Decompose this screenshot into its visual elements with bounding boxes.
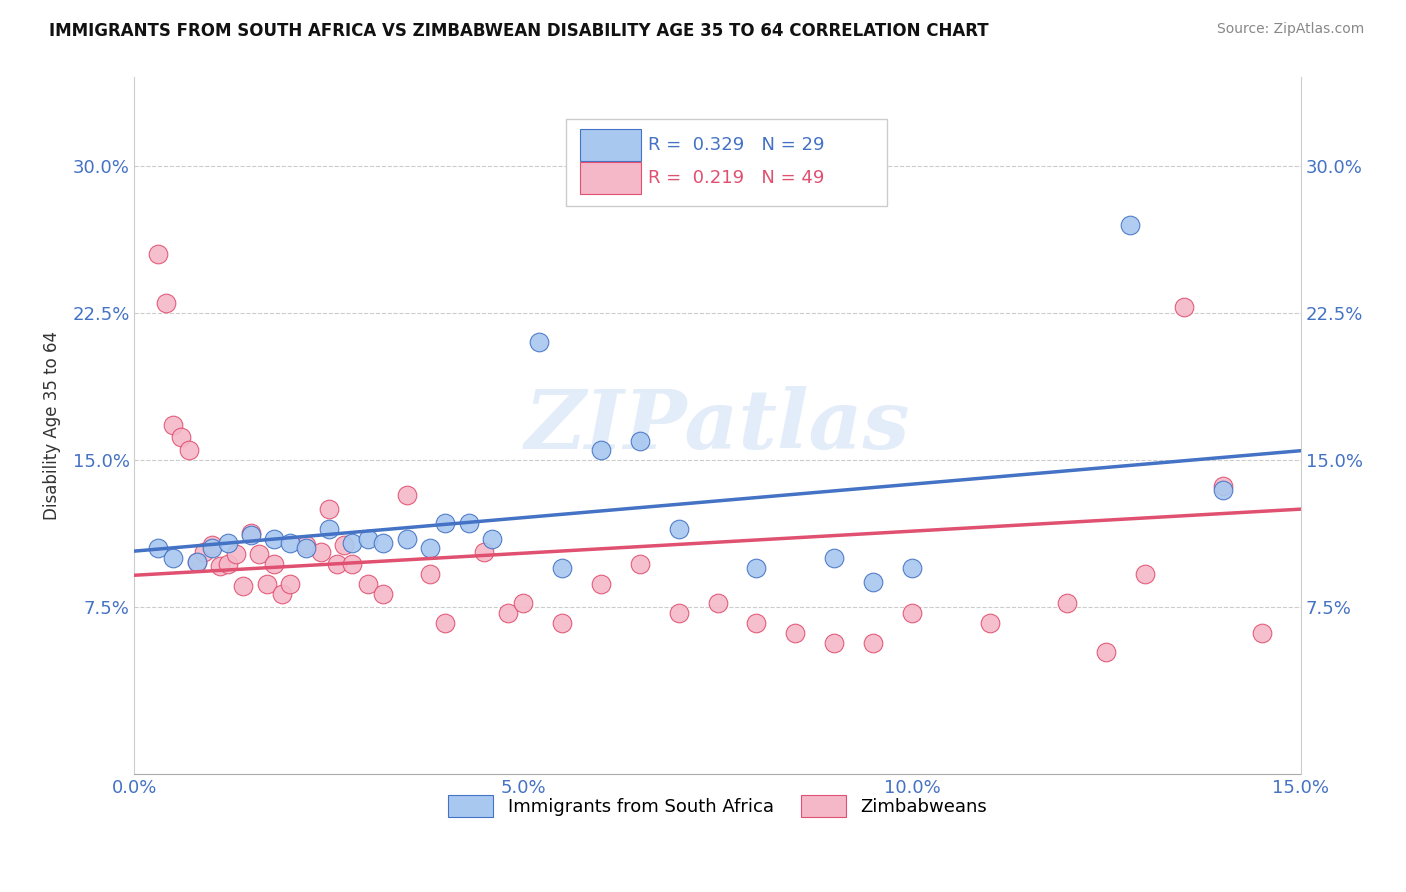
Point bbox=[395, 488, 418, 502]
Point bbox=[668, 522, 690, 536]
Point bbox=[457, 516, 479, 530]
Point bbox=[217, 557, 239, 571]
FancyBboxPatch shape bbox=[579, 161, 641, 194]
Point bbox=[745, 615, 768, 630]
Point bbox=[278, 535, 301, 549]
Point bbox=[1250, 625, 1272, 640]
Point bbox=[294, 541, 316, 556]
Point bbox=[1095, 645, 1118, 659]
Point bbox=[496, 606, 519, 620]
Point bbox=[240, 525, 263, 540]
Point bbox=[979, 615, 1001, 630]
Point bbox=[225, 547, 247, 561]
Point bbox=[1118, 218, 1140, 232]
Point bbox=[434, 516, 457, 530]
Point bbox=[1212, 478, 1234, 492]
Point bbox=[309, 545, 332, 559]
Point bbox=[745, 561, 768, 575]
Point bbox=[551, 615, 574, 630]
Point bbox=[1056, 596, 1078, 610]
Point bbox=[146, 247, 169, 261]
Text: ZIPatlas: ZIPatlas bbox=[524, 385, 910, 466]
Point bbox=[901, 561, 924, 575]
Text: IMMIGRANTS FROM SOUTH AFRICA VS ZIMBABWEAN DISABILITY AGE 35 TO 64 CORRELATION C: IMMIGRANTS FROM SOUTH AFRICA VS ZIMBABWE… bbox=[49, 22, 988, 40]
Point bbox=[170, 429, 193, 443]
Point bbox=[628, 434, 651, 448]
Point bbox=[294, 537, 316, 551]
Point bbox=[162, 417, 184, 432]
Point bbox=[785, 625, 807, 640]
FancyBboxPatch shape bbox=[579, 129, 641, 161]
Point bbox=[232, 579, 254, 593]
Point bbox=[340, 557, 363, 571]
Point bbox=[271, 586, 294, 600]
Point bbox=[551, 561, 574, 575]
Text: R =  0.329   N = 29: R = 0.329 N = 29 bbox=[648, 136, 824, 154]
Y-axis label: Disability Age 35 to 64: Disability Age 35 to 64 bbox=[44, 331, 60, 520]
Text: Source: ZipAtlas.com: Source: ZipAtlas.com bbox=[1216, 22, 1364, 37]
Point bbox=[1173, 300, 1195, 314]
Point bbox=[201, 541, 224, 556]
Point bbox=[419, 566, 441, 581]
Point bbox=[240, 527, 263, 541]
Point bbox=[1133, 566, 1156, 581]
Point bbox=[162, 551, 184, 566]
Point bbox=[527, 335, 550, 350]
Point bbox=[155, 296, 177, 310]
Point bbox=[628, 557, 651, 571]
Point bbox=[208, 559, 231, 574]
Point bbox=[247, 547, 270, 561]
Point bbox=[472, 545, 495, 559]
Point bbox=[256, 576, 278, 591]
Point bbox=[589, 443, 612, 458]
Point bbox=[668, 606, 690, 620]
Point bbox=[340, 535, 363, 549]
Point bbox=[186, 555, 208, 569]
Point bbox=[357, 576, 380, 591]
Point bbox=[373, 586, 395, 600]
Point bbox=[706, 596, 728, 610]
Point bbox=[263, 532, 285, 546]
Point bbox=[357, 532, 380, 546]
Point bbox=[278, 576, 301, 591]
Point bbox=[333, 537, 356, 551]
Point bbox=[263, 557, 285, 571]
Point bbox=[434, 615, 457, 630]
Point bbox=[395, 532, 418, 546]
Point bbox=[589, 576, 612, 591]
Point bbox=[512, 596, 534, 610]
Point bbox=[1212, 483, 1234, 497]
Point bbox=[193, 545, 215, 559]
Point bbox=[823, 635, 845, 649]
Point bbox=[823, 551, 845, 566]
Point bbox=[318, 502, 340, 516]
Point bbox=[373, 535, 395, 549]
Point bbox=[201, 537, 224, 551]
Point bbox=[481, 532, 503, 546]
Point bbox=[186, 555, 208, 569]
FancyBboxPatch shape bbox=[567, 120, 887, 206]
Point bbox=[146, 541, 169, 556]
Point bbox=[901, 606, 924, 620]
Point bbox=[325, 557, 347, 571]
Point bbox=[217, 535, 239, 549]
Point bbox=[862, 574, 884, 589]
Point bbox=[862, 635, 884, 649]
Point bbox=[318, 522, 340, 536]
Legend: Immigrants from South Africa, Zimbabweans: Immigrants from South Africa, Zimbabwean… bbox=[441, 788, 994, 824]
Point bbox=[419, 541, 441, 556]
Text: R =  0.219   N = 49: R = 0.219 N = 49 bbox=[648, 169, 824, 186]
Point bbox=[177, 443, 200, 458]
